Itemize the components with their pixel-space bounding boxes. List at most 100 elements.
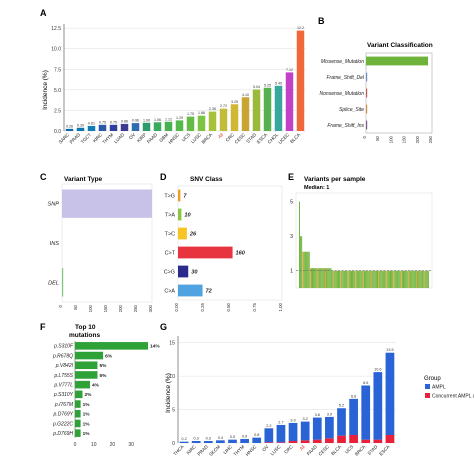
- panel-e-sample-bar: [331, 270, 333, 288]
- panel-a-category-label: LUAD: [113, 132, 126, 145]
- panel-f-bar: [75, 400, 81, 408]
- panel-e-sample-bar: [353, 270, 355, 288]
- panel-e-sample-bar: [392, 270, 394, 288]
- panel-b-bar: [366, 88, 368, 98]
- panel-g-bar-concurrent: [300, 440, 310, 443]
- panel-f-value-label: 1%: [83, 421, 91, 427]
- panel-g-category-label: PRAD: [196, 444, 209, 457]
- panel-e-sample-bar: [360, 270, 362, 288]
- panel-label-c: C: [40, 172, 47, 182]
- panel-g-legend-title: Group: [424, 376, 441, 382]
- panel-f-value-label: 5%: [99, 363, 107, 369]
- panel-e-sample-bar: [312, 268, 313, 288]
- panel-e-sample-bar: [328, 268, 330, 288]
- panel-e-sample-bar: [404, 270, 406, 288]
- panel-e-sample-bar: [420, 270, 422, 288]
- panel-f-value-label: 2%: [84, 392, 92, 398]
- panel-g-bar-ampl: [228, 439, 237, 443]
- panel-a-ytick-label: 10.0: [51, 47, 61, 53]
- panel-label-a: A: [40, 8, 47, 18]
- panel-d-bar: [178, 265, 189, 278]
- panel-b-xtick-label: 200: [415, 135, 420, 143]
- panel-g-legend-label-concurrent: Concurrent AMPL and Mut: [432, 394, 474, 400]
- panel-b-variant-classification: Variant Classification Missense_Mutation…: [320, 42, 433, 143]
- panel-g-total-label: 13.5: [386, 348, 393, 352]
- panel-g-category-label: PAAD: [306, 444, 319, 457]
- panel-g-legend-swatch-ampl: [425, 384, 430, 389]
- panel-e-sample-bar: [314, 268, 316, 288]
- panel-a-category-label: UCS: [181, 132, 191, 142]
- panel-a-bar: [263, 87, 272, 131]
- panel-e-sample-bar: [336, 270, 338, 288]
- panel-a-bar: [252, 89, 261, 131]
- panel-e-sample-bar: [419, 270, 421, 288]
- panel-d-xtick-label: 0.75: [252, 302, 257, 311]
- panel-e-sample-bar: [335, 270, 337, 288]
- panel-g-bar-ampl: [276, 424, 286, 443]
- panel-g-total-label: 5.2: [339, 404, 344, 408]
- panel-d-xtick-label: 1.00: [278, 302, 283, 311]
- panel-e-sample-bar: [339, 270, 341, 288]
- panel-f-value-label: 1%: [83, 431, 91, 437]
- panel-d-bar: [178, 246, 233, 259]
- panel-f-value-label: 6%: [105, 353, 113, 359]
- panel-e-sample-bar: [326, 268, 328, 288]
- panel-e-sample-bar: [383, 270, 385, 288]
- panel-g-total-label: 3.0: [290, 418, 295, 422]
- panel-a-value-label: 0.75: [110, 120, 117, 124]
- panel-a-value-label: 1.29: [176, 116, 183, 120]
- panel-g-category-label: ESCA: [378, 444, 391, 457]
- panel-d-category-label: C>G: [164, 270, 175, 276]
- panel-a-value-label: 4.10: [242, 93, 249, 97]
- panel-f-top-mutations: Top 10 mutations 14% p.S310F 6% p.R678Q 5% p.…: [52, 324, 160, 448]
- panel-d-category-label: T>A: [165, 213, 175, 219]
- panel-a-value-label: 2.36: [209, 107, 216, 111]
- panel-a-category-label: BLCA: [289, 132, 302, 145]
- panel-e-sample-bar: [303, 251, 305, 288]
- panel-g-total-label: 2.7: [278, 420, 283, 424]
- panel-e-sample-bar: [325, 268, 326, 288]
- panel-a-bar: [164, 121, 173, 131]
- panel-d-plot-frame: [177, 185, 283, 301]
- panel-a-bar: [76, 127, 85, 131]
- panel-b-category-label: Frame_Shift_Ins: [327, 123, 364, 129]
- panel-g-bar-ampl: [179, 441, 189, 443]
- panel-g-total-label: 0.6: [242, 434, 247, 438]
- panel-c-xtick-label: 250: [133, 304, 138, 312]
- panel-e-sample-bar: [315, 268, 317, 288]
- panel-e-sample-bar: [421, 270, 423, 288]
- panel-g-bar-concurrent: [361, 439, 371, 443]
- panel-a-bar: [120, 123, 129, 131]
- panel-e-sample-bar: [300, 236, 302, 288]
- panel-a-category-label: OV: [128, 132, 137, 141]
- panel-g-bar-ampl: [373, 372, 383, 440]
- panel-e-sample-bar: [316, 268, 318, 288]
- panel-label-g: G: [160, 322, 167, 332]
- panel-e-sample-bar: [342, 270, 344, 288]
- panel-g-ytick-label: 15: [169, 341, 175, 347]
- panel-g-bar-ampl: [191, 440, 201, 443]
- panel-g-category-label: UCS: [344, 444, 354, 454]
- panel-d-bar: [178, 227, 187, 240]
- panel-b-bar: [366, 72, 368, 82]
- panel-e-sample-bar: [302, 251, 304, 288]
- panel-g-ytick-label: 5: [172, 408, 175, 414]
- panel-g-bar-ampl: [337, 408, 346, 436]
- panel-f-xtick-label: 20: [110, 442, 116, 448]
- panel-g-bar-ampl: [203, 440, 213, 443]
- panel-g-category-label: CESC: [318, 444, 331, 457]
- panel-e-sample-bar: [384, 270, 386, 288]
- panel-f-category-label: p.D769H: [52, 431, 73, 437]
- panel-f-value-label: 14%: [150, 344, 160, 350]
- panel-e-sample-bar: [377, 270, 378, 288]
- panel-e-sample-bar: [409, 270, 411, 288]
- panel-d-category-label: C>A: [164, 289, 175, 295]
- panel-a-value-label: 1.12: [165, 117, 172, 121]
- panel-g-total-label: 2.2: [266, 424, 271, 428]
- panel-d-value-label: 72: [206, 289, 213, 295]
- panel-label-d: D: [160, 172, 167, 182]
- panel-g-total-label: 0.4: [218, 436, 223, 440]
- panel-g-total-label: 10.6: [374, 368, 381, 372]
- panel-g-total-label: 3.9: [327, 412, 332, 416]
